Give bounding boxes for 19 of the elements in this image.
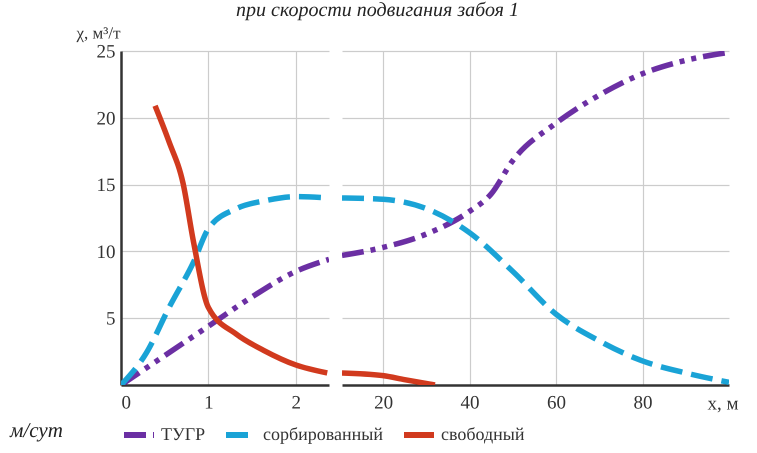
x-tick-label: 1	[204, 392, 214, 414]
legend-label: ТУГР	[161, 424, 206, 444]
y-tick-label: 25	[96, 42, 116, 62]
x-tick-label: 0	[122, 392, 131, 414]
legend-label: сорбированный	[263, 424, 384, 444]
y-tick-label: 10	[96, 242, 116, 263]
y-tick-label: 5	[106, 308, 116, 330]
x-tick-label: 60	[547, 392, 566, 414]
x-tick-label: 2	[292, 392, 302, 414]
y-tick-label: 15	[96, 175, 116, 196]
text: при скорости подвигания забоя 1	[236, 0, 519, 21]
legend-label: свободный	[441, 424, 525, 444]
x-tick-label: 80	[634, 392, 653, 414]
x-tick-label: 40	[460, 392, 480, 414]
x-tick-label: 20	[374, 392, 394, 414]
x-axis-title: x, м	[708, 394, 739, 414]
y-tick-label: 20	[96, 108, 116, 130]
y-axis-title: χ, м³/т	[76, 24, 122, 42]
text: м/сут	[10, 418, 63, 443]
